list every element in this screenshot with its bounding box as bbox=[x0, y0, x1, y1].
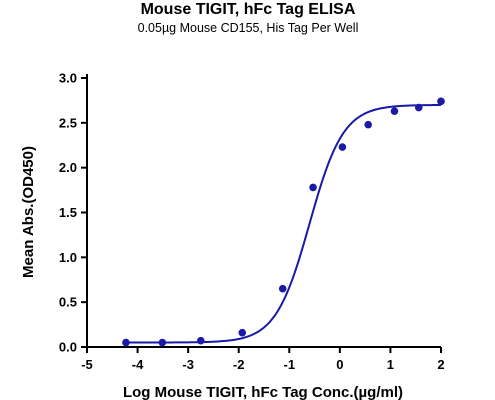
x-tick-label: 1 bbox=[387, 357, 394, 372]
data-point bbox=[437, 97, 445, 106]
data-point bbox=[238, 328, 247, 337]
x-tick-label: -3 bbox=[182, 357, 194, 372]
x-tick-label: 0 bbox=[336, 357, 343, 372]
y-axis-ticks: 0.0 0.5 1.0 1.5 2.0 2.5 3.0 bbox=[59, 71, 87, 355]
data-point bbox=[390, 107, 399, 115]
x-tick-label: -2 bbox=[233, 357, 245, 372]
y-tick-label: 0.0 bbox=[59, 340, 77, 355]
data-point bbox=[338, 143, 347, 151]
data-point bbox=[196, 336, 205, 345]
y-tick-label: 3.0 bbox=[59, 71, 77, 86]
data-point bbox=[309, 183, 317, 192]
chart-title: Mouse TIGIT, hFc Tag ELISA bbox=[141, 1, 356, 18]
x-tick-label: 2 bbox=[437, 357, 444, 372]
data-point bbox=[414, 103, 423, 112]
data-point bbox=[158, 338, 167, 347]
y-tick-label: 2.5 bbox=[59, 115, 77, 130]
x-axis-label: Log Mouse TIGIT, hFc Tag Conc.(µg/ml) bbox=[123, 384, 403, 400]
x-tick-label: -5 bbox=[81, 357, 93, 372]
y-axis-label: Mean Abs.(OD450) bbox=[20, 146, 37, 278]
x-tick-label: -4 bbox=[132, 357, 144, 372]
chart-subtitle: 0.05µg Mouse CD155, His Tag Per Well bbox=[138, 21, 359, 35]
data-point bbox=[278, 284, 287, 293]
y-tick-label: 0.5 bbox=[59, 295, 77, 310]
y-tick-label: 2.0 bbox=[59, 160, 77, 175]
data-points bbox=[122, 97, 445, 347]
data-point bbox=[364, 120, 372, 129]
y-tick-label: 1.5 bbox=[59, 205, 77, 220]
x-axis-ticks: -5 -4 -3 -2 -1 0 1 2 bbox=[81, 347, 445, 372]
data-point bbox=[122, 338, 130, 347]
fit-curve bbox=[125, 104, 442, 344]
x-tick-label: -1 bbox=[284, 357, 296, 372]
y-tick-label: 1.0 bbox=[59, 250, 77, 265]
